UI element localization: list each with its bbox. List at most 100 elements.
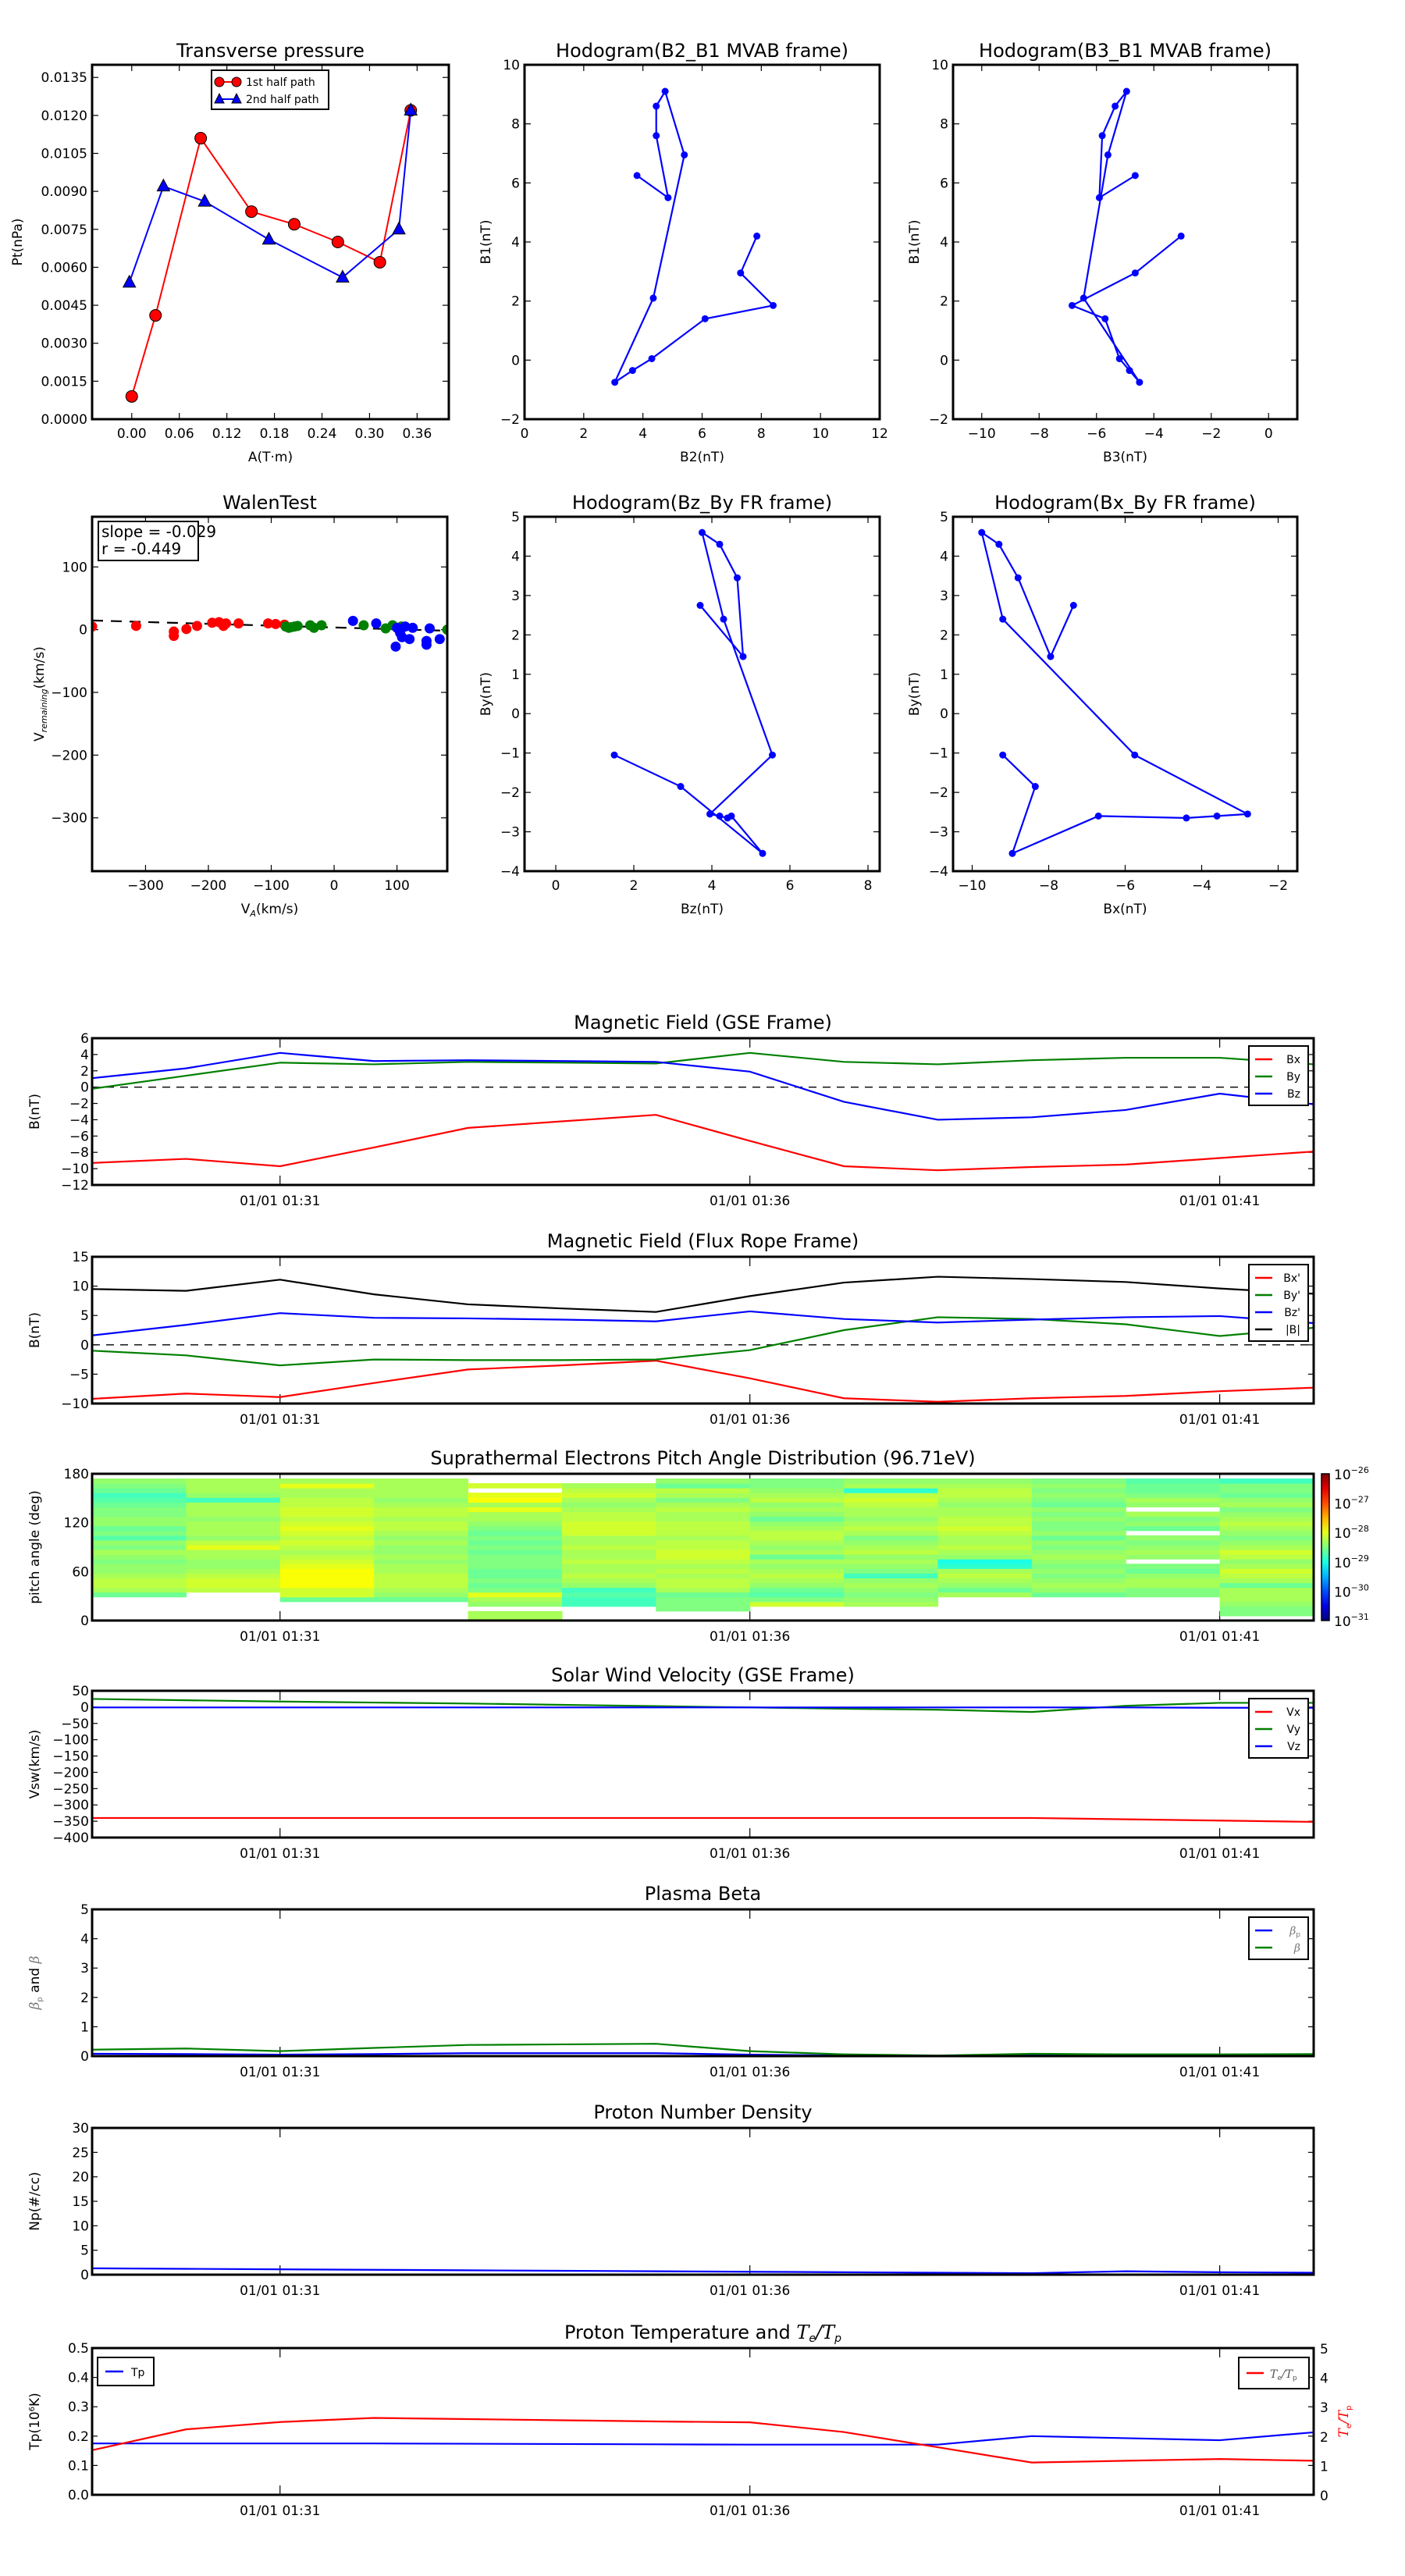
heatmap-cell: [279, 1592, 375, 1598]
y-tick-label: −8: [69, 1145, 89, 1161]
plasma-beta-chart: Plasma Beta 01/01 01:31 01/01 01:36 01/01 0…: [27, 1883, 1315, 2080]
heatmap-cell: [844, 1497, 939, 1503]
heatmap-cell: [1031, 1507, 1126, 1513]
x-tick-label: 01/01 01:31: [240, 1194, 320, 1209]
hodogram-point: [648, 354, 656, 362]
x-tick-label: −10: [959, 878, 987, 894]
heatmap-cell: [468, 1568, 563, 1574]
heatmap-cell: [561, 1530, 656, 1536]
y-tick-label: 10: [503, 58, 520, 73]
y-tick-label: 20: [72, 2170, 89, 2186]
heatmap-cell: [279, 1550, 375, 1555]
hodogram-point: [1183, 814, 1190, 822]
heatmap-cell: [561, 1559, 656, 1564]
x-tick-label: 01/01 01:36: [710, 2065, 790, 2080]
y-tick-label: −2: [929, 412, 948, 428]
heatmap-cell: [937, 1521, 1033, 1527]
heatmap-cell: [279, 1507, 375, 1513]
heatmap-cell: [561, 1493, 656, 1498]
first-point: [181, 624, 192, 635]
heatmap-cell: [561, 1502, 656, 1507]
heatmap-cell: [656, 1587, 751, 1593]
heatmap-cell: [1126, 1550, 1221, 1555]
legend-label: 1st half path: [246, 76, 315, 89]
x-tick-label: 01/01 01:41: [1179, 2503, 1260, 2519]
right-tick-label: 1: [1320, 2459, 1329, 2475]
hodogram-point: [1069, 301, 1076, 309]
middle-point: [316, 620, 327, 631]
x-axis-label: Bx(nT): [1103, 902, 1147, 917]
heatmap-cell: [1126, 1483, 1221, 1489]
y-tick-label: 0.0075: [41, 222, 87, 238]
heatmap-cell: [656, 1493, 751, 1498]
heatmap-cell: [1219, 1539, 1314, 1546]
heatmap-cell: [1219, 1592, 1314, 1598]
heatmap-cell: [279, 1578, 375, 1584]
legend-label: β: [1293, 1942, 1300, 1955]
heatmap-cell: [468, 1601, 563, 1607]
chart-title: Magnetic Field (GSE Frame): [574, 1012, 832, 1034]
heatmap-cell: [374, 1596, 469, 1603]
heatmap-cell: [844, 1539, 939, 1546]
y-tick-label: −2: [500, 412, 520, 428]
y-tick-label: −300: [52, 1798, 89, 1813]
heatmap-cell: [561, 1544, 656, 1550]
heatmap-cell: [374, 1502, 469, 1507]
heatmap-cell: [468, 1511, 563, 1517]
y-tick-label: 0.0060: [41, 260, 87, 276]
heatmap-cell: [844, 1582, 939, 1589]
hodogram-point: [661, 87, 669, 95]
hodogram-point: [716, 812, 724, 820]
series-Vy-line: [92, 1698, 1314, 1713]
legend-label: βp: [1289, 1925, 1300, 1939]
y-tick-label: 0: [79, 623, 87, 639]
heatmap-cell: [749, 1502, 845, 1507]
y-tick-label: −12: [61, 1178, 89, 1194]
heatmap-cell: [92, 1478, 187, 1484]
heatmap-cell: [186, 1488, 281, 1493]
chart-title: Suprathermal Electrons Pitch Angle Distr…: [430, 1447, 975, 1469]
heatmap-cell: [186, 1493, 281, 1498]
heatmap-cell: [844, 1502, 939, 1507]
y-tick-label: 3: [511, 589, 520, 604]
y-tick-label: 60: [72, 1564, 89, 1580]
y-tick-label: 25: [72, 2145, 89, 2161]
series-Bz-line: [92, 1051, 1314, 1121]
x-axis-label: A(T·m): [248, 450, 293, 465]
last-point: [404, 634, 415, 645]
hodogram-point: [1131, 172, 1139, 180]
heatmap-cell: [468, 1539, 563, 1546]
heatmap-cell: [92, 1483, 187, 1489]
y-axis-label: B1(nT): [907, 220, 923, 265]
plot-area: [611, 87, 777, 386]
heatmap-cell: [1031, 1578, 1126, 1584]
last-point: [424, 623, 435, 634]
y-tick-label: −100: [51, 685, 87, 701]
y-tick-label: −3: [929, 825, 948, 841]
heatmap-cell: [749, 1507, 845, 1513]
proton-temperature-chart: Proton Temperature and Te/Tp 01/01 01:31 0…: [27, 2322, 1353, 2519]
heatmap-cell: [1219, 1564, 1314, 1569]
chart-title: Hodogram(B3_B1 MVAB frame): [979, 40, 1272, 62]
heatmap-cell: [656, 1539, 751, 1546]
heatmap-cell: [937, 1568, 1033, 1574]
heatmap-cell: [656, 1578, 751, 1584]
heatmap-cell: [656, 1483, 751, 1489]
heatmap-cell: [561, 1568, 656, 1574]
y-tick-label: 180: [64, 1467, 89, 1482]
y-axis-label: By(nT): [478, 672, 494, 716]
hodogram-b3-b1-chart: Hodogram(B3_B1 MVAB frame) −10 −8 −6 −4 −2 0 −2…: [907, 40, 1299, 465]
heatmap-cell: [374, 1544, 469, 1550]
heatmap-cell: [844, 1587, 939, 1593]
heatmap-cell: [561, 1564, 656, 1569]
y-tick-label: 0: [940, 353, 948, 368]
y-tick-label: 100: [62, 560, 87, 575]
heatmap-cell: [1219, 1511, 1314, 1517]
heatmap-cell: [279, 1544, 375, 1550]
plot-frame: [91, 515, 449, 873]
heatmap-cell: [937, 1535, 1033, 1541]
heatmap-cell: [844, 1559, 939, 1564]
hodogram-point: [1094, 812, 1102, 820]
circle-marker: [149, 309, 162, 322]
x-tick-label: −100: [253, 878, 290, 894]
